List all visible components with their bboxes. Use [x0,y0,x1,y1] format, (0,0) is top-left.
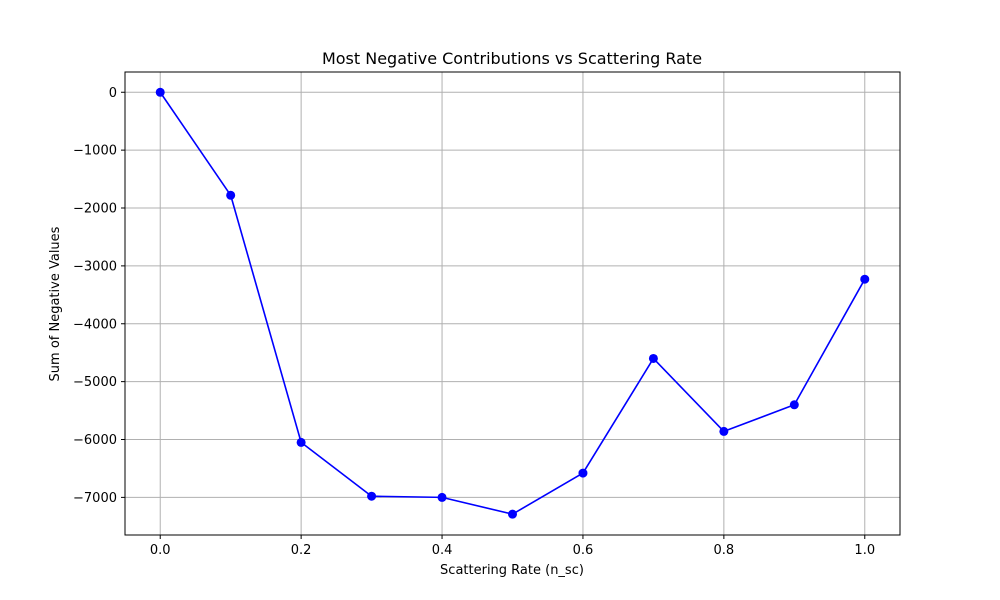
data-point [719,426,729,436]
data-point [578,468,588,478]
x-tick-label: 0.8 [714,543,735,558]
data-point [296,437,306,447]
y-tick-label: −4000 [73,317,117,332]
y-tick-label: −2000 [73,202,117,217]
y-tick-label: −3000 [73,259,117,274]
x-tick-label: 0.4 [432,543,453,558]
x-tick-label: 0.0 [150,543,171,558]
series-layer [155,87,870,519]
data-point [367,491,377,501]
data-point [789,400,799,410]
chart-title: Most Negative Contributions vs Scatterin… [322,49,702,68]
y-tick-label: −5000 [73,375,117,390]
y-axis: 0 −1000 −2000 −3000 −4000 −5000 −6000 −7000 [73,86,125,506]
data-point [437,492,447,502]
y-tick-label: −1000 [73,144,117,159]
data-point [860,274,870,284]
data-point [648,353,658,363]
x-tick-label: 0.6 [573,543,594,558]
plot-frame [124,71,901,536]
data-point [226,190,236,200]
x-tick-label: 1.0 [854,543,875,558]
y-axis-title: Sum of Negative Values [48,226,63,381]
grid [125,72,900,535]
data-point [155,87,165,97]
y-tick-label: −7000 [73,491,117,506]
x-axis-title: Scattering Rate (n_sc) [440,563,584,578]
x-tick-label: 0.2 [291,543,312,558]
y-tick-label: −6000 [73,433,117,448]
y-tick-label: 0 [109,86,117,101]
x-axis: 0.0 0.2 0.4 0.6 0.8 1.0 [150,535,875,558]
data-point [508,509,517,519]
